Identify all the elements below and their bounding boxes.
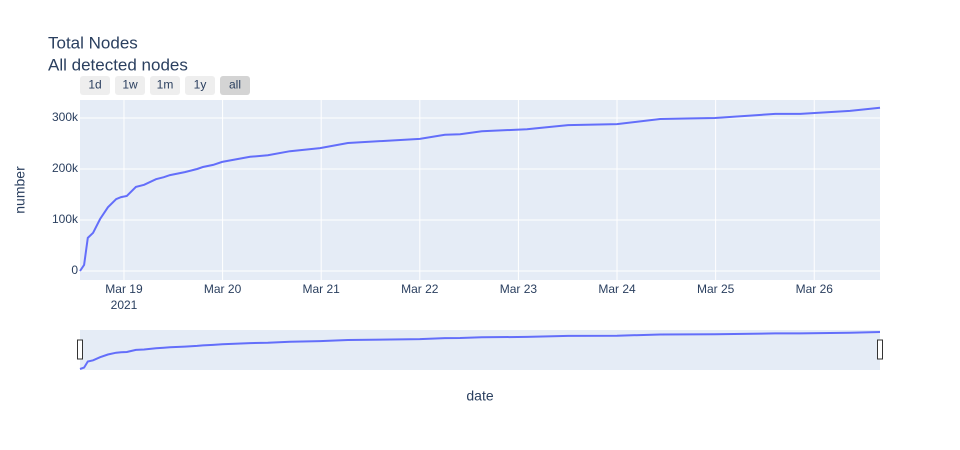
plot-area [80,100,880,280]
x-axis-title: date [466,388,493,404]
range-button[interactable] [150,76,180,95]
range-button[interactable] [115,76,145,95]
y-axis-title: number [12,166,28,214]
range-slider[interactable] [80,330,880,370]
slider-handle[interactable] [877,339,883,360]
slider-line [79,331,881,370]
x-tick-label: Mar 19 [105,282,143,296]
x-tick-label: Mar 20 [204,282,242,296]
y-tick-label: 300k [52,110,79,124]
x-tick-label: Mar 24 [598,282,636,296]
range-button-label[interactable]: 1d [88,78,101,92]
slider-handle[interactable] [77,339,83,360]
range-button-label[interactable]: all [229,78,241,92]
y-tick-label: 200k [52,161,79,175]
data-line [79,106,881,272]
range-button-label[interactable]: 1w [122,78,138,92]
x-tick-label: Mar 26 [796,282,834,296]
range-button-label[interactable]: 1m [157,78,174,92]
range-button[interactable] [80,76,110,95]
x-tick-label: Mar 25 [697,282,735,296]
y-tick-label: 100k [52,212,79,226]
chart-subtitle: All detected nodes [48,55,188,74]
range-button-label[interactable]: 1y [194,78,207,92]
range-button[interactable] [220,76,250,95]
y-tick-label: 0 [71,263,78,277]
chart-title: Total Nodes [48,33,138,52]
range-button[interactable] [185,76,215,95]
x-tick-label: Mar 22 [401,282,439,296]
x-tick-label: Mar 23 [500,282,538,296]
x-year-label: 2021 [111,298,138,312]
x-tick-label: Mar 21 [303,282,341,296]
